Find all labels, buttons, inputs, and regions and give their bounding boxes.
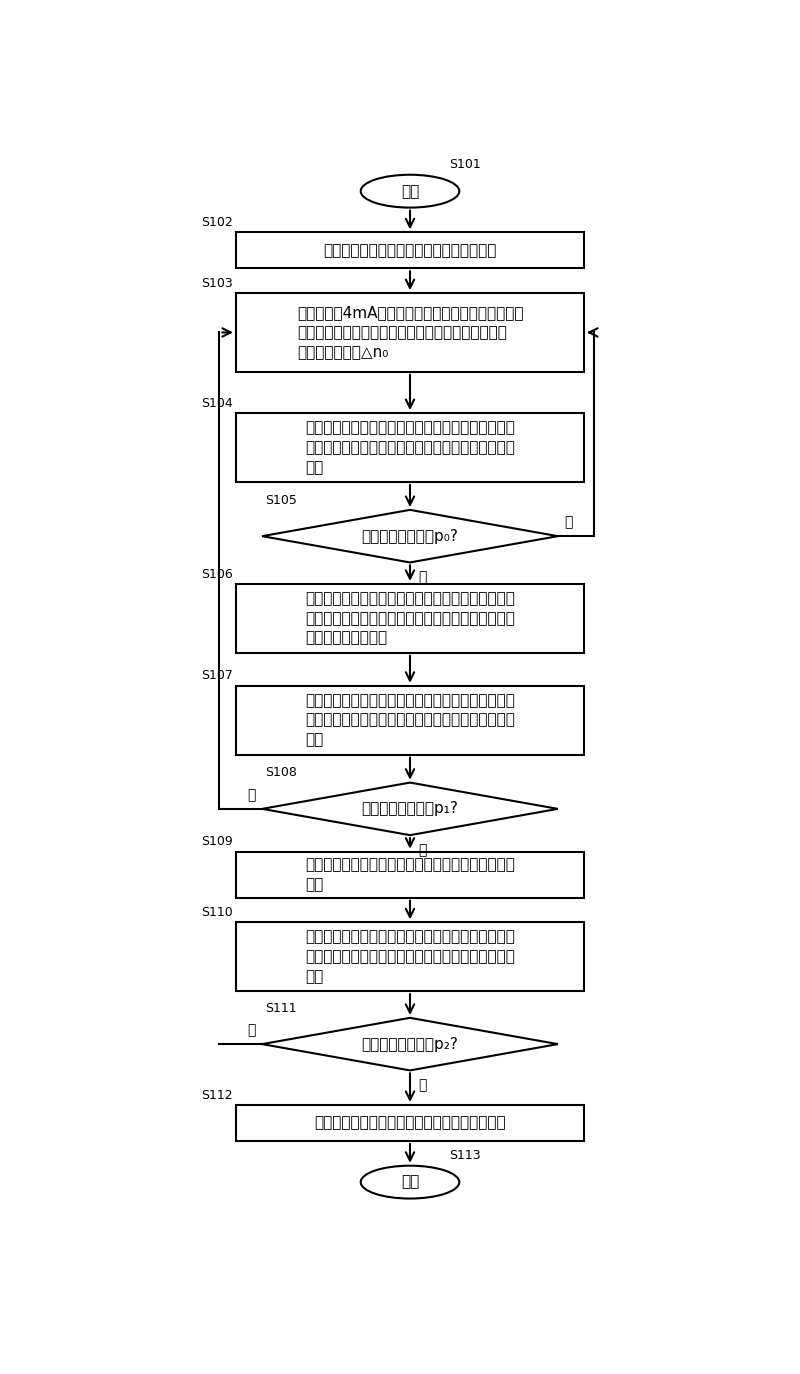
Text: S110: S110 xyxy=(201,905,233,919)
Text: 控制箱进行内部信息处理后发出改变频率的信号，变
频器控制液压泵站电机的转速，通过改变液压油流量
来提高离心机的差速: 控制箱进行内部信息处理后发出改变频率的信号，变 频器控制液压泵站电机的转速，通过… xyxy=(305,591,515,646)
Text: S105: S105 xyxy=(266,493,298,507)
Bar xyxy=(236,584,584,653)
Text: 否: 否 xyxy=(565,515,573,529)
Text: 控制器输出4mA给变频器，控制液压泵站电机开始转
动，从而调节液压油的流量，使得液压马达的转速即
离心机的差速为△n₀: 控制器输出4mA给变频器，控制液压泵站电机开始转 动，从而调节液压油的流量，使得… xyxy=(297,305,523,360)
Bar xyxy=(236,414,584,482)
Text: S104: S104 xyxy=(201,397,233,409)
Text: 是: 是 xyxy=(418,1079,426,1092)
Bar xyxy=(236,922,584,991)
Polygon shape xyxy=(262,1018,558,1070)
Text: S113: S113 xyxy=(450,1150,481,1162)
Text: S102: S102 xyxy=(201,216,233,229)
Text: 测得压力是否高于p₁?: 测得压力是否高于p₁? xyxy=(362,801,458,816)
Polygon shape xyxy=(262,510,558,562)
Ellipse shape xyxy=(361,1165,459,1198)
Text: 测得压力是否高于p₀?: 测得压力是否高于p₀? xyxy=(362,529,458,544)
Bar xyxy=(236,232,584,268)
Polygon shape xyxy=(262,783,558,835)
Text: S103: S103 xyxy=(201,276,233,290)
Bar xyxy=(236,852,584,897)
Bar xyxy=(236,686,584,754)
Text: 开始: 开始 xyxy=(401,184,419,199)
Bar xyxy=(236,1105,584,1140)
Text: 液电压力继电器和压力传感器对转接板管路中的液体
压力进行测量，将测得压力信号经过连接导线输入控
制箱: 液电压力继电器和压力传感器对转接板管路中的液体 压力进行测量，将测得压力信号经过… xyxy=(305,929,515,984)
Text: 是: 是 xyxy=(418,844,426,857)
Text: 结束: 结束 xyxy=(401,1175,419,1190)
Text: S111: S111 xyxy=(266,1002,297,1014)
Text: S108: S108 xyxy=(266,767,298,779)
Text: S107: S107 xyxy=(201,669,233,683)
Bar xyxy=(236,293,584,372)
Text: 是: 是 xyxy=(418,570,426,584)
Text: S109: S109 xyxy=(201,835,233,848)
Text: 控制器发出控制信号给离心机，离心机停止工作: 控制器发出控制信号给离心机，离心机停止工作 xyxy=(314,1116,506,1131)
Text: 否: 否 xyxy=(247,789,255,802)
Text: 液电压力继电器和压力传感器对转接板管路中的液体
压力进行测量，将测得压力信号经过连接导线输入控
制箱: 液电压力继电器和压力传感器对转接板管路中的液体 压力进行测量，将测得压力信号经过… xyxy=(305,692,515,747)
Text: 液电压力继电器和压力传感器对转接板管路中的液体
压力进行测量，将测得压力信号经过连接导线输入控
制箱: 液电压力继电器和压力传感器对转接板管路中的液体 压力进行测量，将测得压力信号经过… xyxy=(305,420,515,475)
Text: S112: S112 xyxy=(201,1088,233,1102)
Text: S106: S106 xyxy=(201,567,233,581)
Text: 否: 否 xyxy=(247,1024,255,1037)
Text: 测得压力是否高于p₂?: 测得压力是否高于p₂? xyxy=(362,1036,458,1051)
Ellipse shape xyxy=(361,174,459,207)
Text: 控制器发出控制信号给进料泵和加药泵，停止进料和
加药: 控制器发出控制信号给进料泵和加药泵，停止进料和 加药 xyxy=(305,857,515,892)
Text: S101: S101 xyxy=(450,158,481,172)
Text: 开动卧螺离心机，进料泵和加药泵开始供料: 开动卧螺离心机，进料泵和加药泵开始供料 xyxy=(323,243,497,258)
